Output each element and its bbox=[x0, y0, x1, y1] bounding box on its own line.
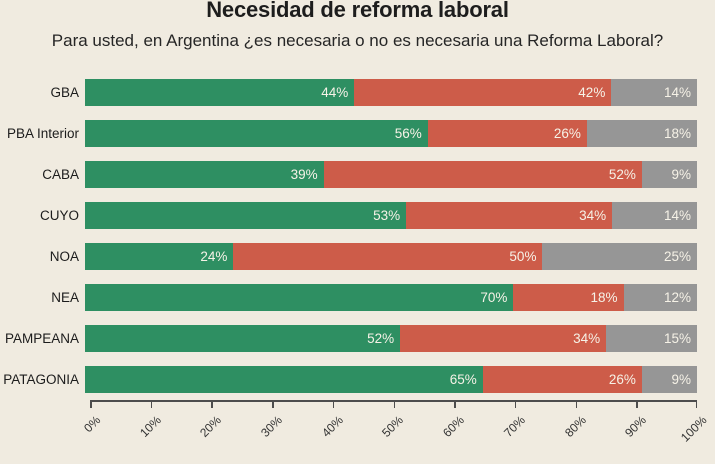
bar-row: NEA 70% 18% 12% bbox=[0, 277, 715, 318]
bar-segment-red: 18% bbox=[513, 284, 624, 311]
bar-segment-red: 26% bbox=[482, 366, 642, 393]
category-label: PBA Interior bbox=[6, 126, 79, 141]
bar-segment-red: 52% bbox=[323, 161, 642, 188]
segment-value-label: 26% bbox=[553, 126, 581, 141]
chart-title: Necesidad de reforma laboral bbox=[206, 0, 509, 22]
segment-value-label: 14% bbox=[663, 85, 692, 100]
bar-segment-gray: 25% bbox=[542, 243, 697, 270]
x-axis-tick-label: 30% bbox=[258, 413, 285, 440]
bar-segment-green: 53% bbox=[85, 202, 407, 229]
x-axis-tick bbox=[454, 401, 456, 408]
bar-segment-red: 50% bbox=[233, 243, 543, 270]
x-axis-tick-label: 100% bbox=[678, 413, 710, 445]
segment-value-label: 52% bbox=[367, 331, 395, 346]
stacked-bar: 24% 50% 25% bbox=[85, 243, 697, 270]
segment-value-label: 25% bbox=[663, 249, 691, 264]
bar-segment-red: 42% bbox=[354, 79, 612, 106]
x-axis-tick bbox=[393, 401, 395, 408]
segment-value-label: 52% bbox=[608, 167, 636, 182]
x-axis-tick bbox=[695, 401, 697, 408]
x-axis-tick bbox=[332, 401, 335, 408]
category-label: GBA bbox=[50, 85, 79, 100]
segment-value-label: 18% bbox=[663, 126, 691, 141]
stacked-bar: 70% 18% 12% bbox=[85, 284, 697, 311]
x-axis-tick-label: 80% bbox=[561, 413, 589, 440]
segment-value-label: 26% bbox=[608, 372, 636, 387]
x-axis-tick bbox=[575, 401, 578, 408]
bar-row: PATAGONIA 65% 26% 9% bbox=[0, 359, 715, 400]
x-axis-tick bbox=[211, 401, 213, 408]
x-axis-tick-label: 0% bbox=[80, 413, 103, 436]
x-axis-tick-label: 60% bbox=[440, 413, 468, 440]
bar-segment-green: 70% bbox=[85, 284, 514, 311]
bar-row: CUYO 53% 34% 14% bbox=[0, 195, 715, 236]
bar-segment-green: 39% bbox=[85, 161, 324, 188]
segment-value-label: 56% bbox=[394, 126, 422, 141]
x-axis-tick bbox=[636, 401, 638, 408]
bar-segment-gray: 12% bbox=[623, 284, 697, 311]
x-axis-tick bbox=[150, 401, 153, 408]
x-axis-tick-label: 20% bbox=[197, 413, 225, 440]
bar-segment-green: 56% bbox=[85, 120, 428, 147]
category-label: CABA bbox=[42, 167, 79, 182]
bar-row: GBA 44% 42% 14% bbox=[0, 72, 715, 113]
category-label: PAMPEANA bbox=[4, 331, 79, 346]
stacked-bar: 52% 34% 15% bbox=[85, 325, 697, 352]
segment-value-label: 53% bbox=[373, 208, 401, 223]
segment-value-label: 9% bbox=[671, 167, 691, 182]
chart-subtitle: Para usted, en Argentina ¿es necesaria o… bbox=[51, 31, 664, 50]
bar-segment-gray: 9% bbox=[641, 161, 697, 188]
bar-row: NOA 24% 50% 25% bbox=[0, 236, 715, 277]
x-axis-tick-label: 70% bbox=[500, 413, 528, 440]
x-axis-tick-label: 10% bbox=[136, 413, 164, 440]
stacked-bar: 44% 42% 14% bbox=[85, 79, 698, 106]
segment-value-label: 14% bbox=[663, 208, 691, 223]
stacked-bar: 53% 34% 14% bbox=[85, 202, 697, 229]
segment-value-label: 34% bbox=[579, 208, 607, 223]
bar-segment-green: 52% bbox=[85, 325, 401, 352]
x-axis-tick-label: 50% bbox=[379, 413, 407, 440]
category-label: NEA bbox=[51, 290, 79, 305]
segment-value-label: 65% bbox=[449, 372, 477, 387]
x-axis-tick bbox=[90, 401, 92, 408]
segment-value-label: 44% bbox=[321, 85, 349, 100]
bar-row: PAMPEANA 52% 34% 15% bbox=[0, 318, 715, 359]
x-axis: 0% 10% 20% 30% 40% 50% 60% 70% 80% 90% 100% bbox=[81, 400, 710, 445]
segment-value-label: 12% bbox=[663, 290, 691, 305]
segment-value-label: 50% bbox=[509, 249, 537, 264]
category-label: NOA bbox=[49, 249, 79, 264]
segment-value-label: 39% bbox=[290, 167, 318, 182]
bar-segment-red: 34% bbox=[406, 202, 613, 229]
category-label: CUYO bbox=[39, 208, 79, 223]
bar-row: PBA Interior 56% 26% 18% bbox=[0, 113, 715, 154]
x-axis-tick-label: 40% bbox=[318, 413, 346, 440]
segment-value-label: 9% bbox=[671, 372, 691, 387]
x-axis-tick bbox=[514, 401, 517, 408]
segment-value-label: 34% bbox=[573, 331, 601, 346]
segment-value-label: 24% bbox=[200, 249, 228, 264]
bar-segment-gray: 18% bbox=[586, 120, 697, 147]
bar-segment-green: 44% bbox=[85, 79, 355, 106]
bar-segment-gray: 9% bbox=[641, 366, 697, 393]
bar-segment-gray: 14% bbox=[612, 202, 697, 229]
bar-row: CABA 39% 52% 9% bbox=[0, 154, 715, 195]
stacked-bar: 39% 52% 9% bbox=[85, 161, 697, 188]
bar-chart-plot-area: GBA 44% 42% 14% PBA Interior 56% 26% 18% CABA 39%… bbox=[0, 72, 715, 400]
bar-segment-red: 34% bbox=[400, 325, 607, 352]
x-axis-tick bbox=[272, 401, 274, 408]
x-axis-tick-label: 90% bbox=[622, 413, 650, 440]
segment-value-label: 70% bbox=[480, 290, 508, 305]
bar-segment-gray: 15% bbox=[606, 325, 697, 352]
stacked-bar: 65% 26% 9% bbox=[85, 366, 697, 393]
bar-segment-green: 65% bbox=[85, 366, 483, 393]
category-label: PATAGONIA bbox=[3, 372, 79, 387]
segment-value-label: 18% bbox=[590, 290, 618, 305]
segment-value-label: 15% bbox=[663, 331, 691, 346]
stacked-bar: 56% 26% 18% bbox=[85, 120, 697, 147]
segment-value-label: 42% bbox=[578, 85, 606, 100]
bar-segment-gray: 14% bbox=[611, 79, 698, 106]
bar-segment-green: 24% bbox=[85, 243, 234, 270]
bar-segment-red: 26% bbox=[427, 120, 587, 147]
